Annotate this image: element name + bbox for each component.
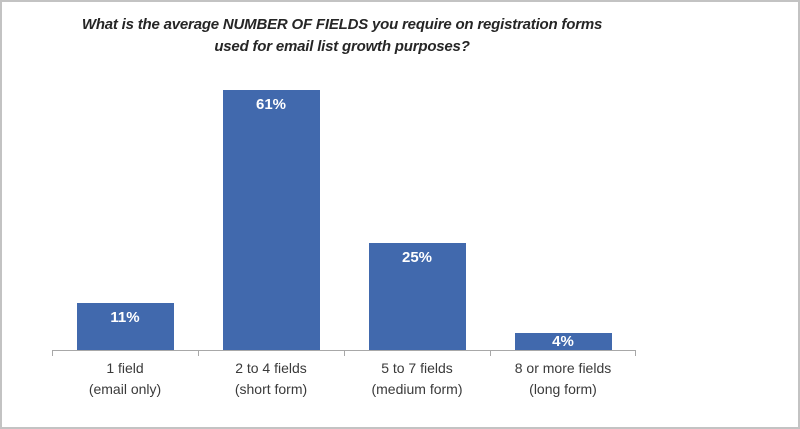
category-label-line2: (email only): [88, 381, 162, 397]
category-label-line1: 8 or more fields: [514, 360, 612, 376]
category-label-line2: (short form): [234, 381, 308, 397]
bar-4: 4%: [514, 333, 612, 350]
bar-1: 11%: [76, 303, 174, 350]
x-axis-tick: [198, 351, 199, 356]
chart-title-line1: What is the average NUMBER OF FIELDS you…: [81, 16, 603, 33]
bar-value-label: 4%: [552, 333, 574, 350]
category-label-line2: (long form): [529, 381, 597, 397]
category-label-2: 2 to 4 fields (short form): [198, 358, 344, 400]
category-label-3: 5 to 7 fields (medium form): [344, 358, 490, 400]
x-axis-labels: 1 field (email only) 2 to 4 fields (short f…: [52, 358, 636, 400]
category-label-line2: (medium form): [371, 381, 463, 397]
bar-value-label: 61%: [255, 96, 287, 113]
category-label-line1: 5 to 7 fields: [381, 360, 453, 376]
chart-title-line2: used for email list growth purposes?: [214, 38, 470, 55]
plot-area: 11% 61% 25% 4%: [52, 62, 636, 356]
x-axis-tick: [635, 351, 636, 356]
bar-3: 25%: [368, 243, 466, 350]
chart-title: What is the average NUMBER OF FIELDS you…: [42, 14, 642, 58]
bar-value-label: 25%: [401, 249, 433, 266]
x-axis-tick: [52, 351, 53, 356]
bar-2: 61%: [222, 90, 320, 350]
x-axis-line: [52, 350, 636, 351]
category-label-line1: 2 to 4 fields: [235, 360, 307, 376]
category-label-1: 1 field (email only): [52, 358, 198, 400]
x-axis-tick: [344, 351, 345, 356]
bar-value-label: 11%: [110, 309, 140, 326]
x-axis-tick: [490, 351, 491, 356]
category-label-4: 8 or more fields (long form): [490, 358, 636, 400]
category-label-line1: 1 field: [106, 360, 144, 376]
